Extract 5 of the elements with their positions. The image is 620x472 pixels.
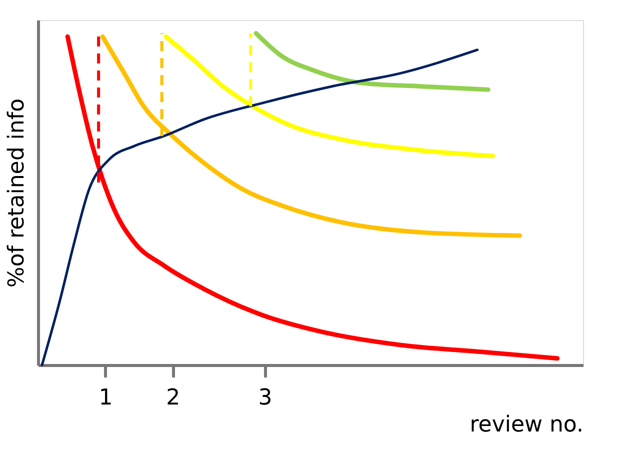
x-axis-title: review no.: [470, 412, 584, 438]
x-tick-label: 3: [258, 386, 272, 410]
y-axis-title: %of retained info: [4, 98, 30, 288]
x-tick-label: 2: [166, 386, 180, 410]
x-tick-label: 1: [98, 386, 113, 410]
